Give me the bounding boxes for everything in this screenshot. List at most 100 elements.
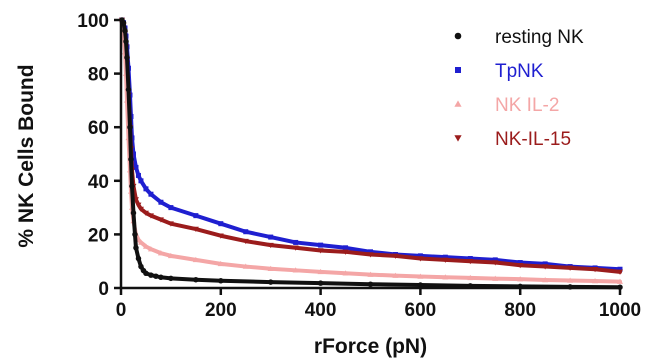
series-resting-nk <box>119 17 623 290</box>
data-point <box>130 210 137 216</box>
x-tick-label: 200 <box>205 300 237 321</box>
data-point <box>492 257 498 263</box>
data-point <box>417 256 424 262</box>
legend: resting NK TpNK NK IL-2 NK-IL-15 <box>454 27 584 150</box>
data-point <box>193 276 199 283</box>
x-tick-label: 600 <box>405 300 437 321</box>
data-point <box>157 250 164 256</box>
data-point <box>125 86 132 93</box>
data-point <box>168 205 174 211</box>
y-axis-title: % NK Cells Bound <box>15 64 38 247</box>
data-point <box>267 279 274 285</box>
data-point <box>467 274 474 281</box>
data-point <box>367 252 374 258</box>
legend-marker <box>454 100 462 107</box>
series-line <box>119 18 622 284</box>
data-point <box>135 172 141 178</box>
x-tick-label: 1000 <box>599 300 641 321</box>
data-point <box>137 206 144 212</box>
data-point <box>567 265 574 271</box>
x-axis-ticks: 0 200 400 600 800 1000 <box>116 288 641 321</box>
legend-item: TpNK <box>455 61 544 82</box>
data-point <box>158 199 164 205</box>
data-point <box>542 264 549 270</box>
data-point <box>167 221 174 227</box>
series-line <box>119 18 622 290</box>
data-point <box>592 278 599 284</box>
data-point <box>218 278 224 284</box>
data-point <box>123 38 129 45</box>
data-point <box>292 267 299 273</box>
data-point <box>158 274 164 281</box>
data-point <box>542 276 549 283</box>
data-point <box>192 226 199 233</box>
data-point <box>342 270 349 276</box>
data-point <box>192 256 199 263</box>
data-point <box>517 276 524 282</box>
data-point <box>442 254 448 260</box>
data-point <box>153 273 159 279</box>
legend-item: resting NK <box>454 27 584 48</box>
y-tick-label: 0 <box>98 279 109 300</box>
data-point <box>592 266 599 273</box>
data-point <box>617 266 623 272</box>
data-point <box>243 229 249 235</box>
data-point <box>317 280 324 286</box>
x-axis-title: rForce (pN) <box>314 335 427 358</box>
data-point <box>392 272 399 278</box>
data-point <box>135 255 142 262</box>
data-point <box>292 245 299 251</box>
data-point <box>318 242 324 248</box>
data-point <box>133 164 139 170</box>
data-point <box>124 54 130 61</box>
x-tick-label: 800 <box>504 300 536 321</box>
data-point <box>317 248 324 254</box>
data-point <box>143 186 149 192</box>
data-point <box>142 210 149 216</box>
axes: 0 200 400 600 800 1000 0 20 40 60 80 100 <box>77 11 641 321</box>
data-point <box>129 183 135 189</box>
legend-marker <box>454 135 462 142</box>
data-point <box>368 249 373 255</box>
data-point <box>148 272 154 278</box>
data-point <box>122 27 128 34</box>
data-point <box>138 263 144 270</box>
plot-area <box>118 17 623 290</box>
data-point <box>217 260 224 267</box>
data-point <box>218 221 224 227</box>
y-tick-label: 80 <box>88 65 109 86</box>
data-point <box>617 278 623 284</box>
data-point <box>567 277 574 283</box>
data-point <box>417 253 423 259</box>
x-tick-label: 400 <box>305 300 337 321</box>
legend-item: NK-IL-15 <box>454 129 571 150</box>
data-point <box>267 242 274 249</box>
data-point <box>492 260 499 266</box>
legend-marker <box>455 67 461 73</box>
data-point <box>138 178 144 184</box>
legend-label: NK IL-2 <box>495 95 559 116</box>
legend-item: NK IL-2 <box>454 95 559 116</box>
data-point <box>442 274 449 280</box>
data-point <box>168 275 174 282</box>
y-tick-label: 20 <box>88 225 109 246</box>
data-point <box>442 257 449 263</box>
data-point <box>137 239 144 245</box>
data-point <box>517 260 523 266</box>
data-point <box>128 156 134 163</box>
data-point <box>242 263 249 269</box>
data-point <box>467 256 473 262</box>
data-point <box>132 231 138 238</box>
data-point <box>367 281 374 287</box>
data-point <box>617 269 623 275</box>
data-point <box>147 213 154 219</box>
series-nk-il-2 <box>118 17 623 284</box>
legend-marker <box>454 32 462 40</box>
data-point <box>417 282 424 288</box>
data-point <box>127 124 133 130</box>
data-point <box>542 261 548 267</box>
data-point <box>517 262 524 269</box>
data-point <box>167 252 174 259</box>
y-axis-ticks: 0 20 40 60 80 100 <box>77 11 121 300</box>
